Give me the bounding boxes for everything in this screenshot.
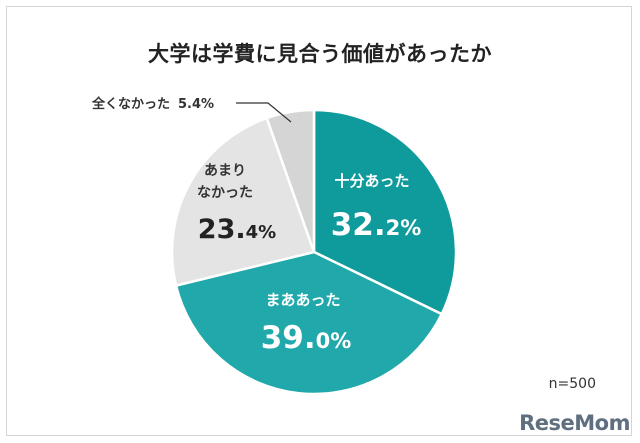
chart-title: 大学は学費に見合う価値があったか [148,42,492,66]
slice-label-mattaku-nakatta: 全くなかった 5.4% [91,96,214,112]
slice-label-juubun-atta: 十分あった [334,172,409,190]
sample-size: n=500 [548,376,596,392]
slice-value-juubun-atta: 32.2% [331,207,422,243]
pie-slice-juubun-atta [312,108,458,316]
pie-slice-amari-nakatta [170,116,316,288]
slice-label-amari-line2: なかった [197,185,253,201]
leader-line [236,102,292,123]
slice-label-maa-atta: まああった [265,291,340,309]
pie-slice-maa-atta [174,250,444,396]
pie-slice-mattaku-nakatta [265,108,316,253]
slice-value-maa-atta: 39.0% [261,320,352,356]
resemom-logo: ReseMom [519,411,630,435]
slice-value-amari-nakatta: 23.4% [198,214,276,245]
slice-label-amari-line1: あまり [204,163,246,179]
